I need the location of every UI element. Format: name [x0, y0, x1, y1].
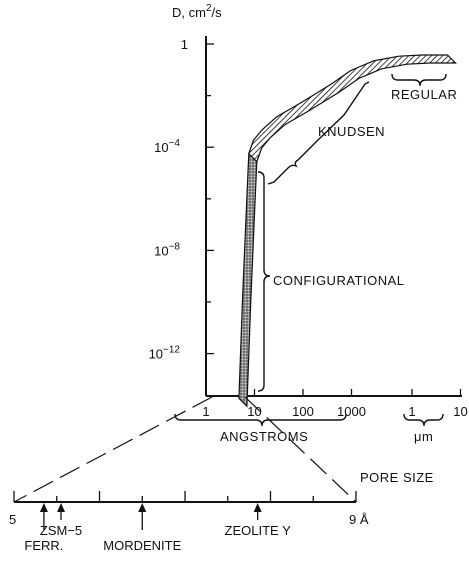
pore-marker-label: ZSM−5 [40, 523, 82, 538]
pore-marker-label: ZEOLITE Y [225, 523, 292, 538]
y-tick-label: 1 [181, 37, 188, 52]
knudsen-brace [267, 81, 370, 185]
x-tick-label: 1000 [337, 404, 366, 419]
pore-markers: FERR.ZSM−5 MORDENITE ZEOLITE Y [24, 503, 291, 553]
pore-marker: MORDENITE [103, 503, 182, 553]
pore-scale-end-label: 9 Å [349, 512, 369, 527]
y-tick-base: 10 [149, 347, 163, 362]
zoom-dash-right [244, 396, 357, 503]
pore-scale-start-label: 5 [9, 512, 16, 527]
pore-marker: FERR. [24, 503, 63, 553]
y-ticks: 110−410−810−12 [149, 37, 214, 362]
pore-marker-arrowhead [138, 503, 147, 512]
pore-marker: ZSM−5 [40, 503, 82, 538]
pore-marker-label: FERR. [24, 538, 63, 553]
zoom-dash-left [13, 396, 213, 503]
angstroms-label: ANGSTROMS [220, 429, 308, 444]
y-tick-exponent: −12 [163, 345, 180, 356]
y-tick-base: 1 [181, 37, 188, 52]
diffusion-curve [238, 54, 457, 408]
y-tick-exponent: −4 [169, 138, 181, 149]
y-axis-label-exponent: 2 [206, 3, 212, 14]
pore-marker-arrowhead [253, 503, 262, 512]
y-tick-base: 10 [154, 243, 168, 258]
angstroms-brace [174, 413, 347, 427]
y-tick-label: 10−12 [149, 345, 181, 362]
y-tick-base: 10 [154, 140, 168, 155]
micrometers-brace [403, 413, 444, 427]
pore-minor-ticks [13, 491, 357, 502]
micrometers-label: μm [414, 429, 433, 444]
knudsen-label: KNUDSEN [318, 124, 385, 139]
y-tick-label: 10−4 [154, 138, 180, 155]
x-ticks: 1 10 100 1000 1 10 [202, 389, 468, 419]
y-axis-label-unit: /s [212, 5, 223, 20]
configurational-label: CONFIGURATIONAL [273, 273, 405, 288]
configurational-brace [257, 171, 271, 392]
x-tick-label: 1 [408, 404, 415, 419]
y-axis-label-text: D, cm [172, 5, 206, 20]
y-tick-label: 10−8 [154, 241, 180, 258]
pore-marker: ZEOLITE Y [225, 503, 292, 538]
pore-marker-arrowhead [57, 503, 66, 512]
pore-size-label: PORE SIZE [360, 470, 434, 485]
knudsen-regular-band [248, 54, 457, 163]
configurational-band [238, 139, 263, 408]
pore-marker-label: MORDENITE [103, 538, 181, 553]
y-axis-label: D, cm2/s [172, 3, 222, 20]
pore-marker-arrowhead [39, 503, 48, 512]
x-tick-label: 10 [453, 404, 467, 419]
y-tick-exponent: −8 [169, 241, 181, 252]
x-tick-label: 10 [247, 404, 261, 419]
x-tick-label: 100 [292, 404, 314, 419]
x-tick-label: 1 [202, 404, 209, 419]
regular-label: REGULAR [391, 87, 457, 102]
regular-brace [391, 73, 447, 87]
